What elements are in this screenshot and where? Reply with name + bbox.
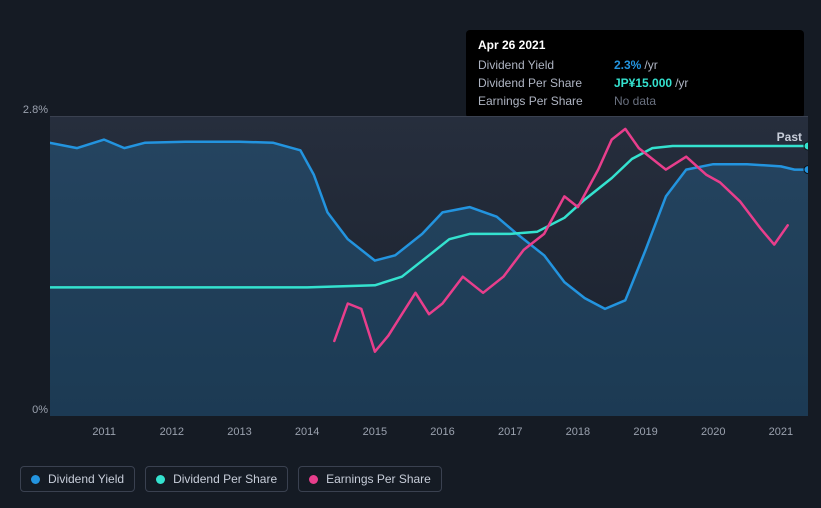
tooltip-label: Dividend Per Share	[478, 74, 614, 92]
tooltip-unit: /yr	[675, 74, 688, 92]
chart-area: 2.8% 0% Past 201120122013201420152016201…	[20, 106, 810, 446]
xaxis-tick: 2019	[633, 426, 657, 438]
legend: Dividend Yield Dividend Per Share Earnings…	[20, 466, 442, 492]
tooltip-value: JP¥15.000	[614, 74, 672, 92]
legend-swatch	[156, 475, 165, 484]
xaxis-tick: 2017	[498, 426, 522, 438]
tooltip-unit: /yr	[644, 56, 657, 74]
xaxis-tick: 2018	[566, 426, 590, 438]
legend-label: Dividend Yield	[48, 472, 124, 486]
tooltip-row: Dividend Yield2.3%/yr	[478, 56, 792, 74]
yaxis-tick-top: 2.8%	[20, 104, 48, 116]
yaxis-tick-bottom: 0%	[20, 404, 48, 416]
legend-label: Earnings Per Share	[326, 472, 431, 486]
legend-item[interactable]: Dividend Yield	[20, 466, 135, 492]
legend-item[interactable]: Earnings Per Share	[298, 466, 442, 492]
xaxis-tick: 2013	[227, 426, 251, 438]
past-label: Past	[777, 130, 802, 144]
xaxis-tick: 2014	[295, 426, 319, 438]
chart-plot[interactable]	[50, 116, 808, 416]
xaxis-tick: 2012	[160, 426, 184, 438]
xaxis-tick: 2016	[430, 426, 454, 438]
xaxis-tick: 2021	[769, 426, 793, 438]
legend-item[interactable]: Dividend Per Share	[145, 466, 288, 492]
xaxis-tick: 2015	[363, 426, 387, 438]
legend-label: Dividend Per Share	[173, 472, 277, 486]
tooltip-date: Apr 26 2021	[478, 38, 792, 52]
legend-swatch	[309, 475, 318, 484]
xaxis: 2011 2012 2013 2014 2015 2016 2017 2018 2019 2020…	[50, 426, 808, 446]
tooltip-label: Dividend Yield	[478, 56, 614, 74]
legend-swatch	[31, 475, 40, 484]
chart-tooltip: Apr 26 2021 Dividend Yield2.3%/yrDividen…	[466, 30, 804, 118]
tooltip-row: Dividend Per ShareJP¥15.000/yr	[478, 74, 792, 92]
tooltip-value: 2.3%	[614, 56, 641, 74]
xaxis-tick: 2011	[92, 426, 116, 438]
xaxis-tick: 2020	[701, 426, 725, 438]
